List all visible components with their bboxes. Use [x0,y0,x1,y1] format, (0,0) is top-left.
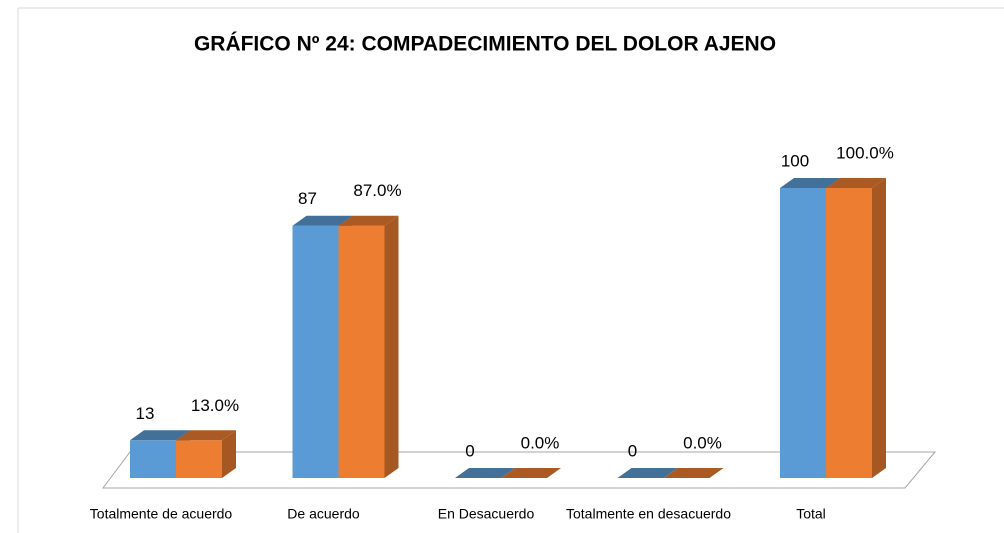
data-label: 0 [465,441,474,460]
x-tick-label: Total [796,506,826,522]
bar-front [826,188,872,478]
bar-top [826,178,886,188]
bar-front [338,225,385,478]
bar-front [292,225,339,478]
bar-top [130,430,190,441]
bar-top [176,430,236,441]
bar-top [455,468,515,478]
bar-side [872,178,886,478]
floor [102,451,937,489]
bar-top [617,468,678,478]
data-label: 13.0% [191,396,239,415]
x-tick-label: Totalmente en desacuerdo [566,506,731,522]
x-tick-label: De acuerdo [287,506,360,522]
data-label: 87.0% [353,181,401,200]
bar-front [780,188,826,478]
data-label: 100 [781,151,809,170]
bar-front [176,440,222,478]
data-label: 100.0% [836,143,894,162]
bar-top [338,215,399,226]
data-label: 0 [628,441,637,460]
bar-top [663,468,724,478]
bar-front [130,440,176,478]
bar-top [501,468,561,478]
bar-top [780,178,840,188]
x-tick-label: En Desacuerdo [438,506,535,522]
data-label: 87 [298,189,317,208]
bar-top [292,215,353,226]
data-label: 0.0% [521,433,560,452]
chart-title: GRÁFICO Nº 24: COMPADECIMIENTO DEL DOLOR… [194,33,776,56]
bar-side [384,215,399,478]
x-tick-label: Totalmente de acuerdo [90,506,233,522]
data-label: 13 [136,404,155,423]
bar-side [222,430,236,478]
data-label: 0.0% [683,433,722,452]
